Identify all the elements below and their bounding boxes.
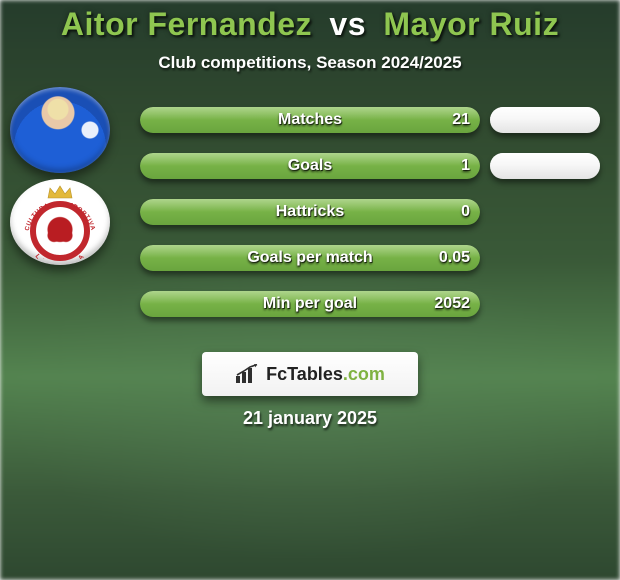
bar-value-left: 0 bbox=[461, 199, 470, 225]
crown-icon bbox=[47, 185, 73, 199]
date-caption: 21 january 2025 bbox=[0, 408, 620, 429]
brand-prefix: FcTables bbox=[266, 364, 343, 385]
page-title: Aitor Fernandez vs Mayor Ruiz bbox=[0, 6, 620, 43]
club-crest-inner: CULTURAL Y DEPORTIVA L E O N E S A bbox=[10, 179, 110, 265]
bar-label: Goals bbox=[140, 153, 480, 179]
bar-label: Matches bbox=[140, 107, 480, 133]
title-player1: Aitor Fernandez bbox=[61, 6, 312, 42]
right-pill bbox=[490, 153, 600, 179]
club-crest: CULTURAL Y DEPORTIVA L E O N E S A bbox=[10, 179, 110, 265]
bar-value-left: 21 bbox=[452, 107, 470, 133]
subtitle: Club competitions, Season 2024/2025 bbox=[0, 53, 620, 73]
right-pill bbox=[490, 107, 600, 133]
bar-goals: Goals 1 bbox=[140, 153, 480, 179]
bar-value-left: 0.05 bbox=[439, 245, 470, 271]
bar-hattricks: Hattricks 0 bbox=[140, 199, 480, 225]
infographic-root: Aitor Fernandez vs Mayor Ruiz Club compe… bbox=[0, 0, 620, 580]
bar-value-left: 2052 bbox=[434, 291, 470, 317]
brand-badge: FcTables.com bbox=[202, 352, 418, 396]
bars-logo-icon bbox=[235, 364, 259, 384]
bar-value-left: 1 bbox=[461, 153, 470, 179]
bar-label: Goals per match bbox=[140, 245, 480, 271]
right-pill-column bbox=[490, 107, 600, 199]
bar-min-per-goal: Min per goal 2052 bbox=[140, 291, 480, 317]
player-avatar bbox=[10, 87, 110, 173]
club-ring bbox=[30, 201, 90, 261]
lion-icon bbox=[45, 216, 75, 246]
title-player2: Mayor Ruiz bbox=[383, 6, 559, 42]
brand-text: FcTables.com bbox=[266, 364, 385, 385]
content-area: CULTURAL Y DEPORTIVA L E O N E S A Match… bbox=[0, 95, 620, 345]
bars-column: Matches 21 Goals 1 Hattricks 0 Goals per… bbox=[140, 107, 480, 337]
avatar-column: CULTURAL Y DEPORTIVA L E O N E S A bbox=[10, 87, 120, 271]
bar-goals-per-match: Goals per match 0.05 bbox=[140, 245, 480, 271]
bar-matches: Matches 21 bbox=[140, 107, 480, 133]
brand-suffix: .com bbox=[343, 364, 385, 385]
bar-label: Min per goal bbox=[140, 291, 480, 317]
title-vs: vs bbox=[329, 6, 366, 42]
bar-label: Hattricks bbox=[140, 199, 480, 225]
